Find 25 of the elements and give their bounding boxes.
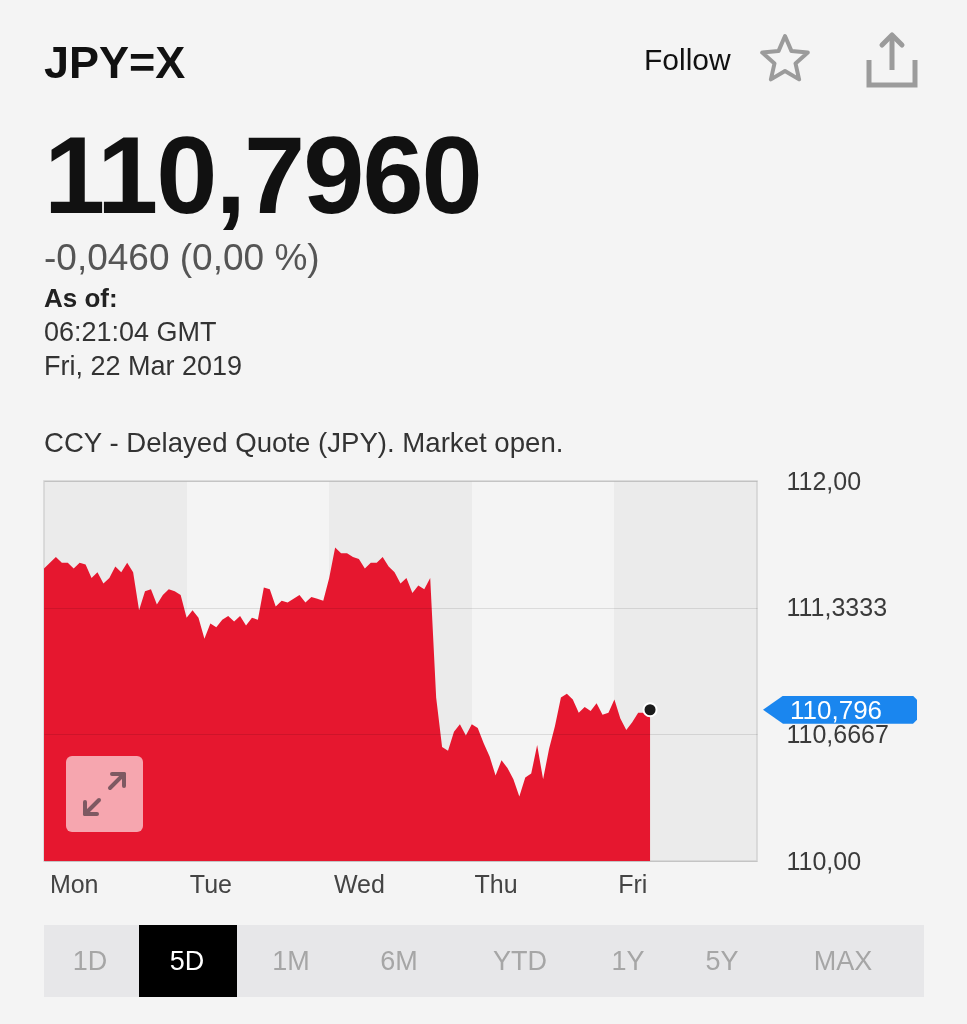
text: 6M [380, 946, 418, 976]
text: 06:21:04 GMT [44, 317, 217, 347]
chart-subtitle: 110,7960 [44, 113, 481, 236]
text: 1Y [611, 946, 645, 976]
x-tick-label: Wed [333, 869, 385, 898]
text: 1M [272, 946, 310, 976]
text: -0,0460 (0,00 %) [44, 237, 320, 278]
text: Fri, 22 Mar 2019 [44, 351, 243, 381]
text: CCY - Delayed Quote (JPY). Market open. [44, 427, 564, 458]
text: MAX [813, 946, 873, 976]
text: Follow [644, 43, 731, 76]
chart-title: JPY=X [44, 37, 186, 88]
text: YTD [493, 946, 547, 976]
text: 5D [169, 946, 205, 976]
text: 5Y [705, 946, 739, 976]
text: 1D [72, 946, 108, 976]
x-tick-label: Tue [189, 869, 232, 898]
text: As of: [44, 283, 118, 313]
x-tick-label: Thu [474, 869, 518, 898]
x-tick-label: Fri [618, 869, 648, 898]
x-tick-label: Mon [49, 869, 99, 898]
text: 110,796 [763, 694, 917, 725]
y-tick-label: 111,3333 [786, 593, 888, 622]
y-tick-label: 112,00 [786, 466, 862, 495]
y-tick-label: 110,00 [786, 846, 862, 875]
